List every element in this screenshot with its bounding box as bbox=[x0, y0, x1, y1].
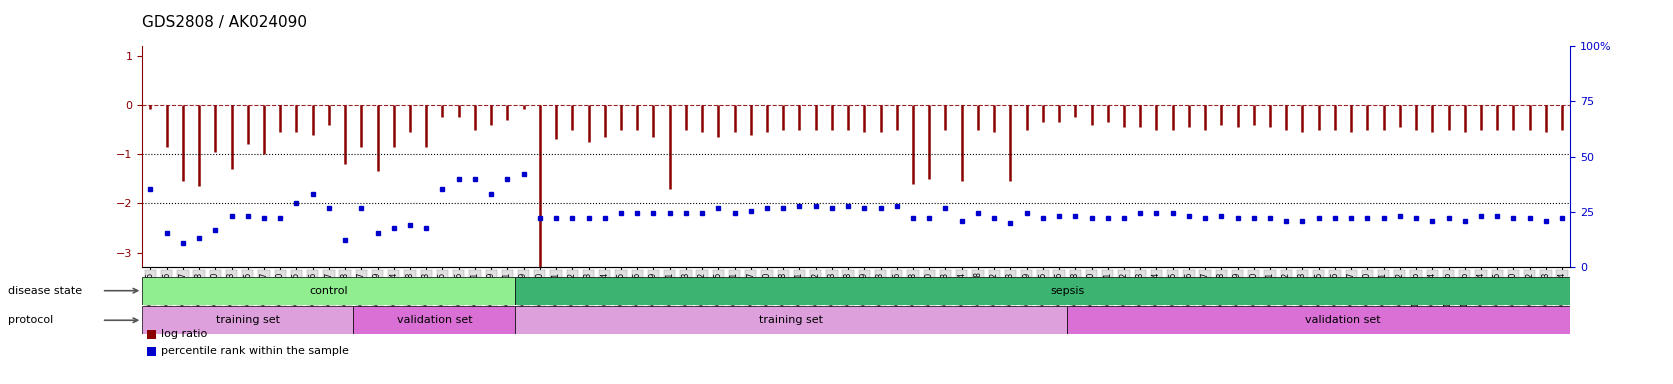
Bar bbox=[147, 329, 156, 339]
Text: GDS2808 / AK024090: GDS2808 / AK024090 bbox=[142, 15, 308, 30]
Bar bbox=[147, 346, 156, 356]
Bar bbox=[353, 306, 515, 334]
Bar bbox=[515, 277, 1618, 305]
Text: protocol: protocol bbox=[8, 315, 54, 325]
Text: training set: training set bbox=[216, 315, 279, 325]
Text: percentile rank within the sample: percentile rank within the sample bbox=[161, 346, 350, 356]
Text: training set: training set bbox=[760, 315, 823, 325]
Text: disease state: disease state bbox=[8, 286, 82, 296]
Bar bbox=[142, 277, 515, 305]
Bar bbox=[1067, 306, 1618, 334]
Text: validation set: validation set bbox=[397, 315, 472, 325]
Text: sepsis: sepsis bbox=[1049, 286, 1084, 296]
Text: log ratio: log ratio bbox=[161, 329, 207, 339]
Text: control: control bbox=[310, 286, 348, 296]
Bar bbox=[142, 306, 353, 334]
Bar bbox=[515, 306, 1067, 334]
Text: validation set: validation set bbox=[1305, 315, 1380, 325]
